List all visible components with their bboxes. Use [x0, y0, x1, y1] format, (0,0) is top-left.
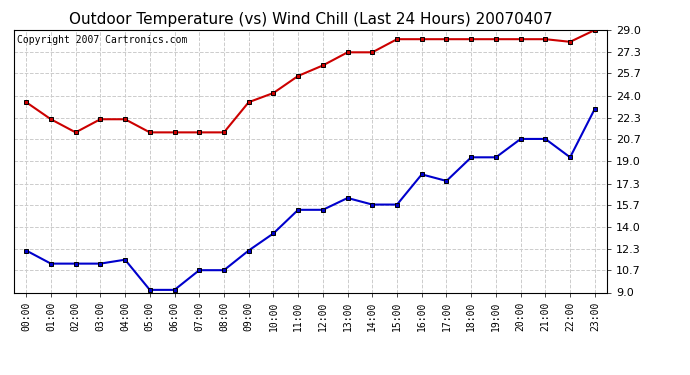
Title: Outdoor Temperature (vs) Wind Chill (Last 24 Hours) 20070407: Outdoor Temperature (vs) Wind Chill (Las…	[69, 12, 552, 27]
Text: Copyright 2007 Cartronics.com: Copyright 2007 Cartronics.com	[17, 35, 187, 45]
